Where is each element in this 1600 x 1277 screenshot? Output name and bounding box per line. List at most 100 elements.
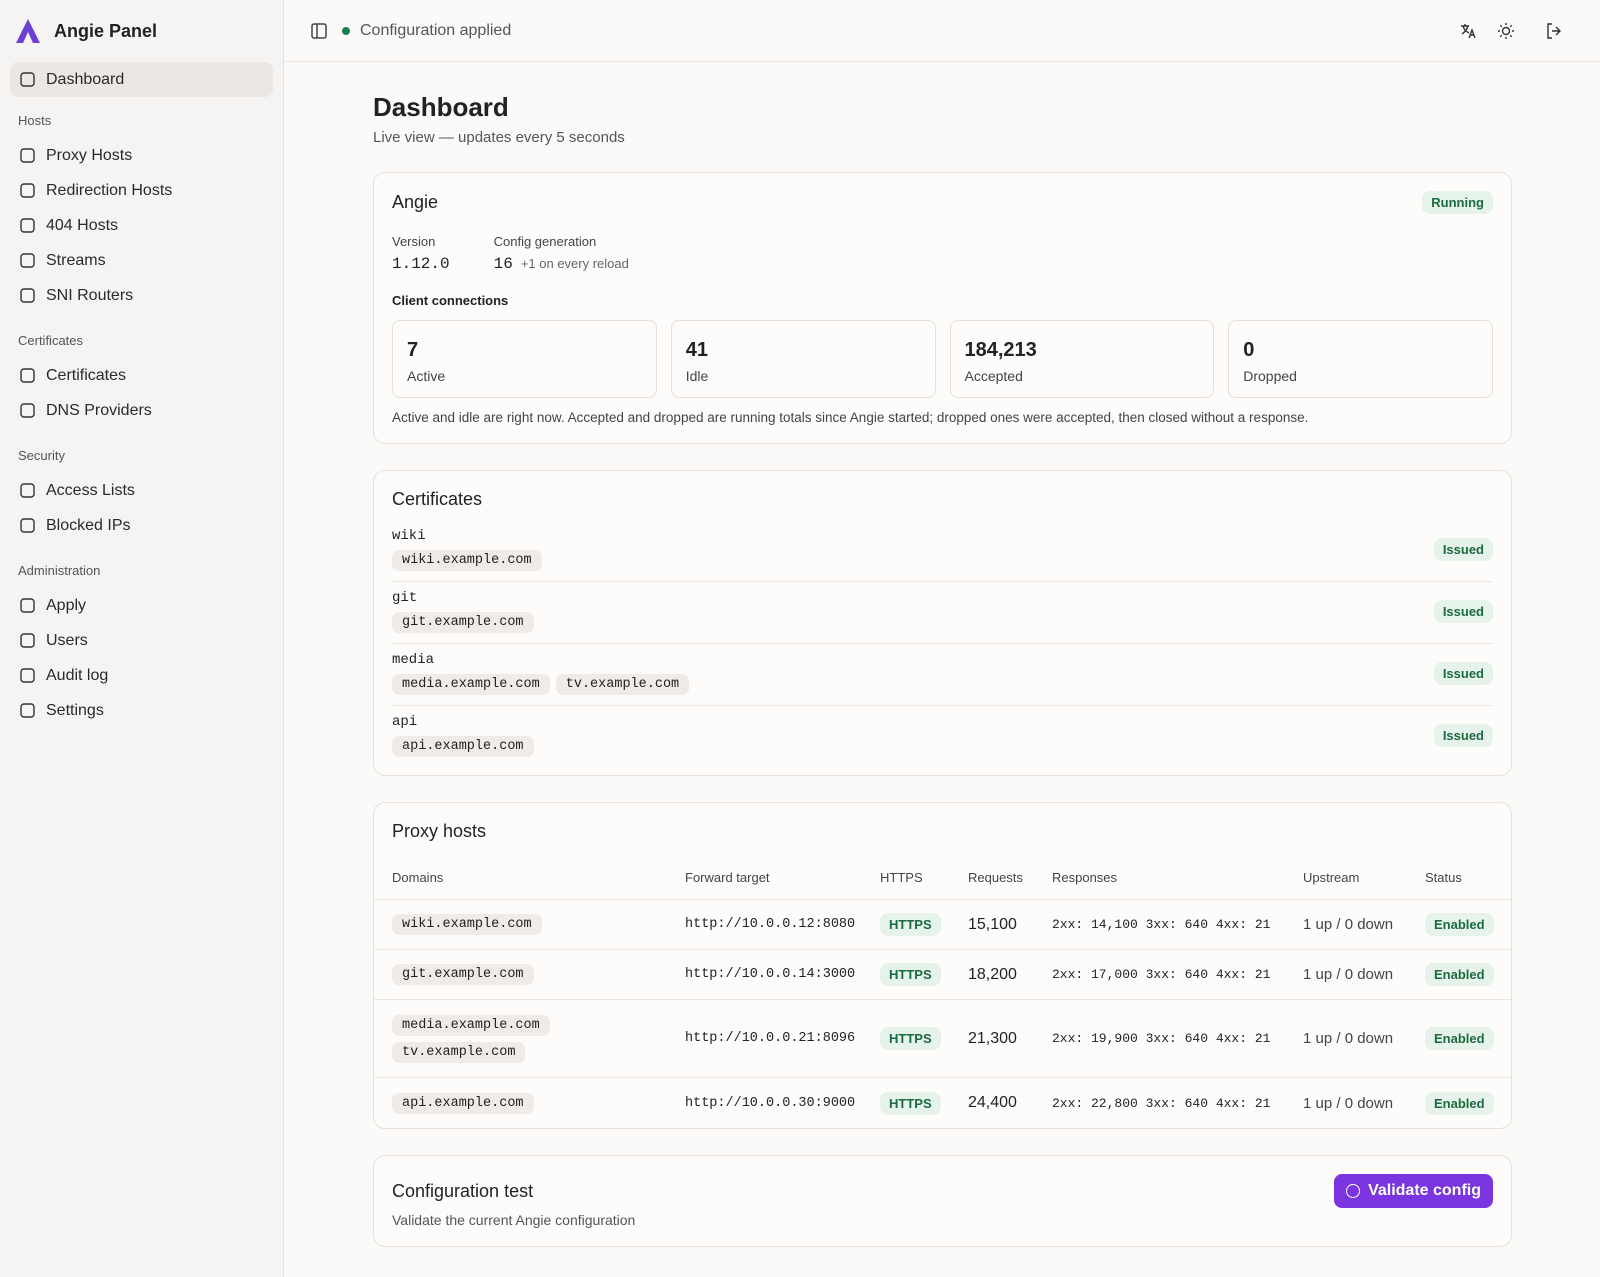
domains-cell: wiki.example.com <box>392 914 685 935</box>
responses: 2xx: 14,100 3xx: 640 4xx: 21 <box>1052 917 1271 932</box>
nav-icon <box>20 518 35 533</box>
nav-label: DNS Providers <box>46 401 152 419</box>
nav-item[interactable]: Audit log <box>10 658 273 693</box>
nav-icon <box>20 72 35 87</box>
config-header: Configuration test Validate config <box>392 1174 1493 1208</box>
page-subtitle: Live view — updates every 5 seconds <box>373 129 625 146</box>
connection-label: Dropped <box>1243 368 1297 384</box>
nav-icon <box>20 668 35 683</box>
table-row: git.example.com http://10.0.0.14:3000 HTTP… <box>374 950 1511 1000</box>
connection-value: 7 <box>407 339 419 361</box>
certificate-status: Issued <box>1433 724 1493 747</box>
config-status: Configuration applied <box>360 21 512 39</box>
connections-title: Client connections <box>392 293 509 308</box>
nav-icon <box>20 368 35 383</box>
table-row: media.example.com tv.example.com http://10… <box>374 1000 1511 1078</box>
connection-label: Active <box>407 368 446 384</box>
logout-button[interactable] <box>1544 21 1564 41</box>
generation-note: +1 on every reload <box>520 256 629 271</box>
angie-card: Angie Running Version 1.12.0 Config generati… <box>373 172 1512 444</box>
nav-item[interactable]: Proxy Hosts <box>10 138 273 173</box>
logo <box>16 19 40 43</box>
status-badge: Enabled <box>1425 963 1494 986</box>
nav-item[interactable]: Users <box>10 623 273 658</box>
certificate-info: api api.example.com <box>392 714 540 757</box>
status-badge: Enabled <box>1425 913 1494 936</box>
nav-icon <box>20 218 35 233</box>
column-header: HTTPS <box>880 870 923 885</box>
column-header: Upstream <box>1303 870 1360 885</box>
nav-item[interactable]: Blocked IPs <box>10 508 273 543</box>
toggle-sidebar[interactable] <box>310 22 328 40</box>
table-row: api.example.com http://10.0.0.30:9000 HTTP… <box>374 1078 1511 1128</box>
nav-icon <box>20 148 35 163</box>
nav-label: Dashboard <box>46 70 125 88</box>
nav-label: Streams <box>46 251 106 269</box>
nav-label: Audit log <box>46 666 109 684</box>
certificate-status: Issued <box>1433 662 1493 685</box>
status-cell: Enabled <box>1425 963 1494 986</box>
connection-label: Idle <box>685 368 709 384</box>
column-header: Requests <box>968 870 1023 885</box>
nav-item[interactable]: Streams <box>10 243 273 278</box>
nav-item[interactable]: Redirection Hosts <box>10 173 273 208</box>
certificate-name: git <box>392 590 418 606</box>
certificate-status: Issued <box>1433 538 1493 561</box>
card-title: Proxy hosts <box>392 821 487 841</box>
validate-button[interactable]: Validate config <box>1334 1174 1493 1208</box>
topbar: Configuration applied <box>284 0 1600 62</box>
nav-item[interactable]: Dashboard <box>10 62 273 97</box>
config-test-card: Configuration test Validate config Validat… <box>373 1155 1512 1247</box>
column-header: Status <box>1425 870 1462 885</box>
nav-item[interactable]: DNS Providers <box>10 393 273 428</box>
nav-label: Apply <box>46 596 87 614</box>
theme-button[interactable] <box>1496 21 1516 41</box>
nav-item[interactable]: Settings <box>10 693 273 728</box>
certificate-status: Issued <box>1433 600 1493 623</box>
connection-value: 184,213 <box>964 339 1037 361</box>
proxy-hosts-card: Proxy hosts Domains Forward target HTTPS Req… <box>373 802 1512 1129</box>
nav-item[interactable]: Apply <box>10 588 273 623</box>
card-title: Angie <box>392 192 439 212</box>
connection-stat: 0 Dropped <box>1228 320 1493 398</box>
domain-chip: wiki.example.com <box>392 550 542 571</box>
responses: 2xx: 17,000 3xx: 640 4xx: 21 <box>1052 967 1271 982</box>
version: Version 1.12.0 <box>392 234 450 273</box>
column-header: Forward target <box>685 870 770 885</box>
certificate-info: wiki wiki.example.com <box>392 528 548 571</box>
angie-meta: Version 1.12.0 Config generation 16 +1 on ev… <box>392 234 1493 273</box>
upstream: 1 up / 0 down <box>1303 1030 1394 1047</box>
config-subtitle: Validate the current Angie configuration <box>392 1212 636 1228</box>
top-actions <box>1458 21 1600 41</box>
domain-chip: media.example.com <box>392 1014 550 1036</box>
responses: 2xx: 22,800 3xx: 640 4xx: 21 <box>1052 1095 1271 1111</box>
version-value: 1.12.0 <box>392 255 450 273</box>
nav-icon <box>20 633 35 648</box>
card-title: Configuration test <box>392 1180 534 1201</box>
nav-icon <box>20 598 35 613</box>
status-badge: Running <box>1422 191 1493 214</box>
angie-header: Angie Running <box>392 191 1493 214</box>
button-label: Validate config <box>1368 1182 1481 1199</box>
nav-item[interactable]: SNI Routers <box>10 278 273 313</box>
nav-section-title: Certificates <box>18 333 84 348</box>
domains-cell: api.example.com <box>392 1092 685 1114</box>
nav-item[interactable]: Certificates <box>10 358 273 393</box>
status-badge: Enabled <box>1425 1091 1494 1115</box>
domain-chip: git.example.com <box>392 612 534 633</box>
language-button[interactable] <box>1458 21 1478 41</box>
certificate: api api.example.com Issued <box>392 706 1493 767</box>
requests: 21,300 <box>968 1029 1017 1047</box>
forward-target: http://10.0.0.30:9000 <box>685 1095 856 1111</box>
page-title: Dashboard <box>373 92 509 122</box>
certificate-name: media <box>392 652 435 668</box>
nav-label: Access Lists <box>46 481 135 499</box>
nav-item[interactable]: 404 Hosts <box>10 208 273 243</box>
certificate: wiki wiki.example.com Issued <box>392 520 1493 582</box>
upstream: 1 up / 0 down <box>1303 1094 1394 1112</box>
nav-item[interactable]: Access Lists <box>10 473 273 508</box>
domains-cell: git.example.com <box>392 964 685 985</box>
nav-icon <box>20 253 35 268</box>
domain-chip: wiki.example.com <box>392 914 542 935</box>
